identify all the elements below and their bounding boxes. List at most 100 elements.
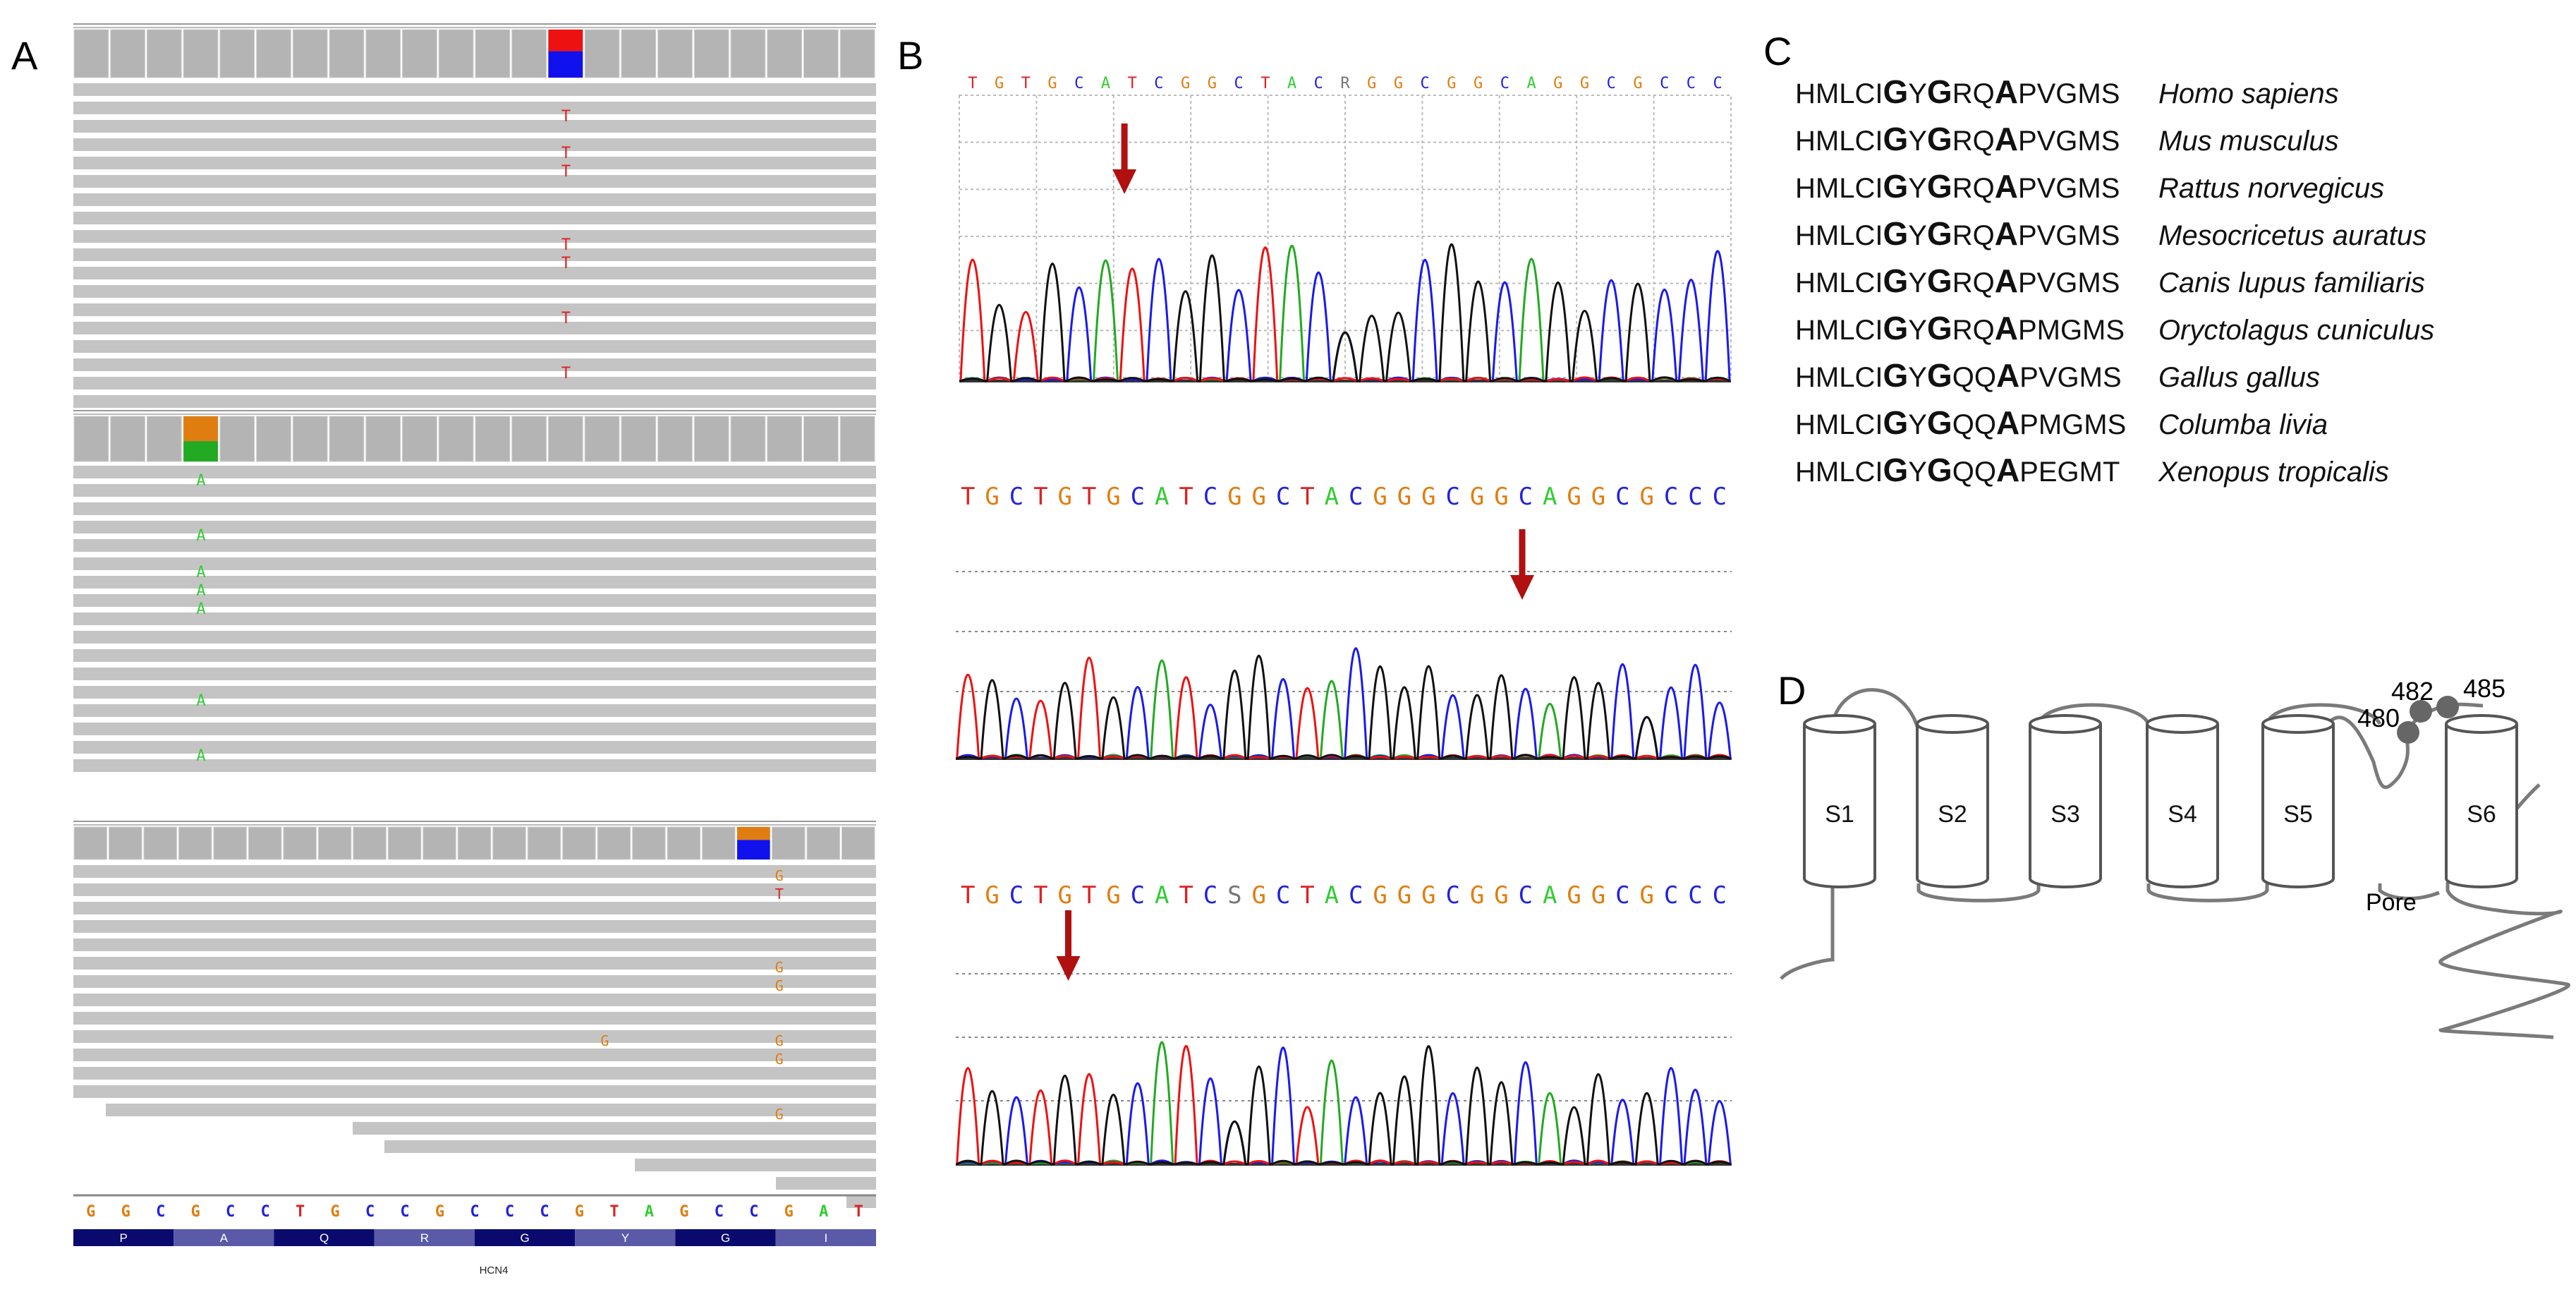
reference-base: G <box>121 1203 130 1221</box>
alignment-residue: G <box>1883 215 1908 252</box>
segment-cylinder-top <box>1803 714 1876 734</box>
alignment-residue: Y <box>1908 267 1927 298</box>
alignment-sequence: HMLCIGYGRQAPMGMS <box>1795 310 2125 346</box>
coverage-bin <box>438 29 474 78</box>
read <box>73 920 876 933</box>
alignment-sequence: HMLCIGYGRQAPVGMS <box>1795 168 2120 205</box>
coverage-bin <box>438 416 474 462</box>
variant-base: T <box>561 236 571 254</box>
variant-base: T <box>561 255 571 272</box>
segment-label-s3: S3 <box>2051 801 2080 828</box>
coverage-bin <box>511 29 547 78</box>
alignment-residue: HMLCI <box>1795 78 1883 109</box>
amino-acid-block <box>174 1229 274 1246</box>
reference-base: C <box>365 1203 375 1221</box>
base-call: G <box>1447 75 1456 92</box>
variant-allele-top <box>183 416 218 442</box>
read <box>73 466 876 478</box>
amino-acid-block <box>475 1229 576 1246</box>
read <box>353 1122 876 1135</box>
variant-base: A <box>196 600 205 618</box>
read <box>384 1140 876 1153</box>
segment-cylinder-body <box>1803 724 1876 888</box>
base-call: T <box>1033 483 1047 511</box>
coverage-bin <box>353 826 387 860</box>
read <box>73 576 876 588</box>
read <box>73 358 876 371</box>
base-call: G <box>1373 483 1387 511</box>
read <box>73 285 876 298</box>
alignment-sequence: HMLCIGYGRQAPVGMS <box>1795 262 2120 299</box>
base-call: G <box>1421 483 1435 511</box>
read <box>73 322 876 334</box>
base-call: T <box>1300 881 1314 910</box>
coverage-bin <box>402 29 437 78</box>
variant-base: T <box>561 145 571 162</box>
segment-label-s4: S4 <box>2168 801 2197 828</box>
coverage-bin <box>317 826 352 860</box>
base-call: A <box>1325 881 1339 910</box>
reference-base: G <box>435 1203 444 1221</box>
read <box>73 267 876 279</box>
coverage-bin <box>110 416 145 462</box>
base-call: G <box>1397 483 1411 511</box>
base-call: G <box>1057 483 1071 511</box>
base-call: C <box>1009 483 1023 511</box>
alignment-residue: PMGMS <box>2019 409 2126 440</box>
alignment-residue: G <box>1883 73 1908 110</box>
alignment-residue: A <box>1995 262 2018 299</box>
reference-base: C <box>715 1203 724 1221</box>
alignment-residue: Y <box>1908 220 1927 251</box>
variant-allele-bottom <box>548 51 583 78</box>
read <box>73 248 876 261</box>
coverage-bin <box>73 826 107 860</box>
coverage-bin <box>213 826 247 860</box>
alignment-sequence: HMLCIGYGRQAPVGMS <box>1795 215 2120 252</box>
alignment-sequence: HMLCIGYGRQAPVGMS <box>1795 73 2120 110</box>
trace-G <box>956 654 1731 760</box>
segment-cylinder-top <box>2445 714 2518 734</box>
base-call: T <box>961 483 975 511</box>
base-call: C <box>1688 483 1702 511</box>
coverage-bin <box>772 826 806 860</box>
base-call: G <box>1397 881 1411 910</box>
reference-base: G <box>330 1203 339 1221</box>
alignment-residue: Y <box>1908 409 1927 440</box>
reference-base: C <box>226 1203 235 1221</box>
base-call: G <box>1470 483 1484 511</box>
alignment-residue: HMLCI <box>1795 457 1883 488</box>
alignment-residue: A <box>1996 357 2019 394</box>
base-call: T <box>1179 483 1193 511</box>
base-call: T <box>1260 75 1270 92</box>
base-call: T <box>1021 75 1031 92</box>
alignment-sequence: HMLCIGYGQQAPMGMS <box>1795 404 2126 441</box>
segment-label-s6: S6 <box>2467 801 2496 828</box>
read <box>73 303 876 316</box>
coverage-bin <box>562 826 596 860</box>
mutation-arrow-head <box>1510 575 1534 600</box>
base-call: C <box>1607 75 1616 92</box>
base-call: G <box>985 881 999 910</box>
reference-base: G <box>191 1203 200 1221</box>
panel-label-c: C <box>1763 29 1792 73</box>
amino-acid-block <box>575 1229 676 1246</box>
base-call: G <box>1251 881 1265 910</box>
amino-acid-block <box>274 1229 375 1246</box>
amino-acid-block <box>374 1229 475 1246</box>
segment-cylinder-top <box>2146 714 2219 734</box>
alignment-residue: Y <box>1908 173 1927 204</box>
residue-485-label: 485 <box>2463 674 2505 703</box>
coverage-bin <box>219 416 255 462</box>
base-call: C <box>1664 881 1678 910</box>
read <box>846 1195 876 1208</box>
residue-485-marker <box>2436 696 2459 718</box>
coverage-bin <box>329 29 365 78</box>
alignment-residue: G <box>1927 357 1952 394</box>
read <box>73 612 876 625</box>
variant-allele-top <box>548 30 583 52</box>
base-call: C <box>1660 75 1669 92</box>
